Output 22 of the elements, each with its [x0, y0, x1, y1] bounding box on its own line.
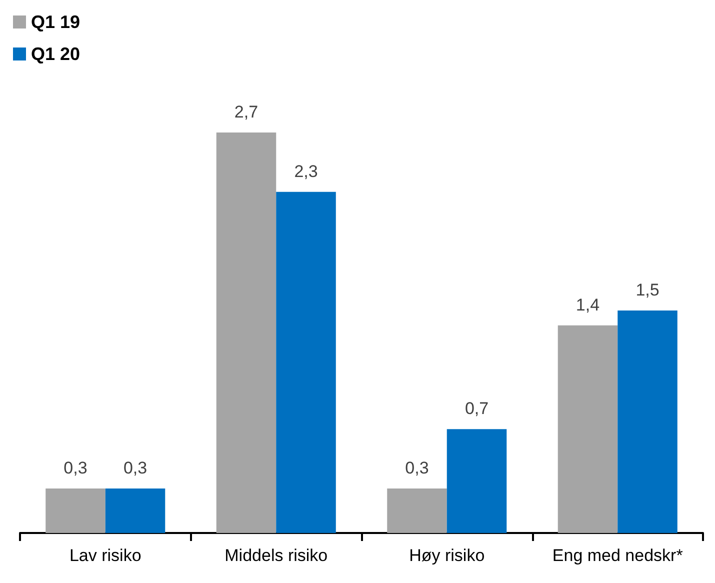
bar: [558, 325, 618, 533]
x-tick-label: Lav risiko: [69, 546, 142, 565]
bar: [105, 488, 166, 533]
bar: [276, 192, 336, 533]
bar: [46, 488, 106, 533]
data-label: 0,3: [64, 458, 88, 478]
bar: [216, 132, 276, 533]
data-label: 1,5: [636, 280, 660, 300]
data-label: 2,7: [234, 102, 258, 122]
bar: [618, 310, 678, 533]
legend-label: Q1 19: [31, 12, 80, 32]
x-tick-label: Høy risiko: [409, 546, 485, 565]
data-label: 1,4: [576, 295, 600, 314]
legend-label: Q1 20: [31, 44, 80, 64]
x-tick-label: Eng med nedskr*: [552, 546, 684, 565]
data-label: 0,3: [405, 458, 429, 478]
bar: [446, 429, 507, 533]
data-label: 2,3: [294, 162, 318, 181]
data-label: 0,3: [123, 458, 148, 478]
bar: [387, 488, 447, 533]
data-label: 0,7: [464, 399, 489, 418]
x-tick-label: Middels risiko: [224, 546, 328, 565]
